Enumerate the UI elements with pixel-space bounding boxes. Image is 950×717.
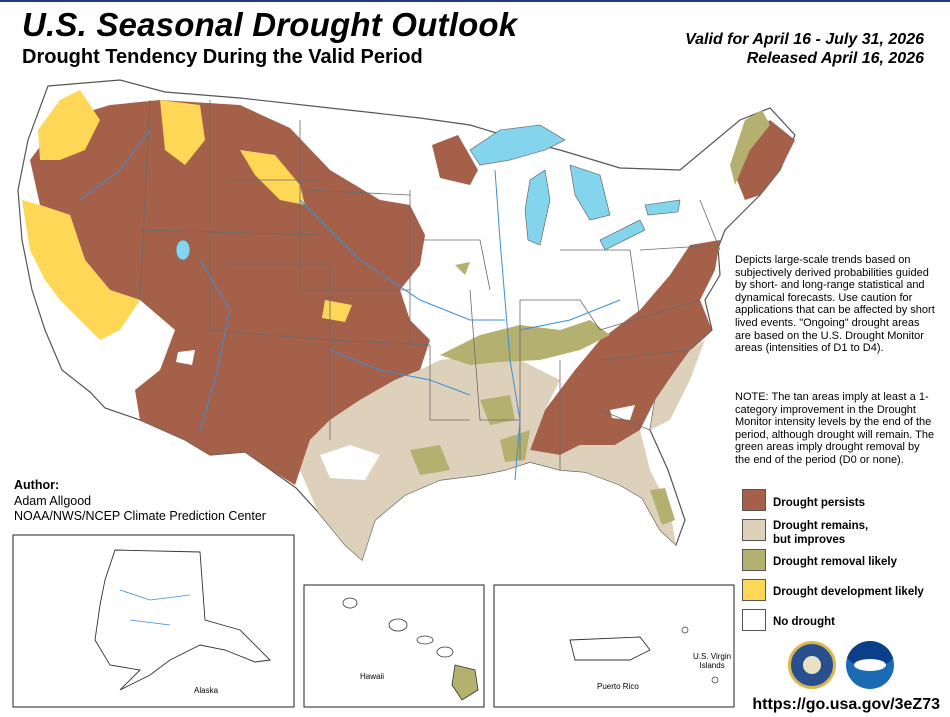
no-drought-ca — [92, 360, 125, 390]
lake-ontario — [644, 199, 681, 216]
valid-line: Valid for April 16 - July 31, 2026 — [685, 31, 924, 48]
development-pacific — [22, 200, 140, 340]
usvi-label-line1: U.S. Virgin — [693, 652, 732, 661]
author-name: Adam Allgood — [14, 493, 92, 508]
lake-huron — [569, 164, 611, 221]
puerto-rico-outline — [569, 636, 651, 661]
lake-erie — [599, 219, 646, 251]
development-montana — [240, 150, 305, 205]
alaska-label: Alaska — [194, 686, 219, 695]
hawaii-big-island — [451, 664, 479, 701]
author-label: Author: — [14, 478, 60, 492]
removal-florida — [650, 488, 675, 525]
persists-wisconsin — [432, 135, 478, 185]
puerto-rico-inset — [493, 584, 735, 708]
alaska-inset — [12, 534, 295, 708]
hawaii-label: Hawaii — [360, 672, 385, 681]
hawaii-inset — [303, 584, 485, 708]
lake-michigan — [524, 169, 551, 246]
persists-east — [530, 240, 720, 455]
author-block: Author: Adam Allgood NOAA/NWS/NCEP Clima… — [14, 478, 266, 525]
no-drought-texas — [320, 445, 380, 480]
legend-label-no-drought: No drought — [773, 616, 835, 628]
legend-swatch-development — [742, 579, 766, 601]
released-line: Released April 16, 2026 — [746, 50, 924, 67]
legend-swatch-persists — [742, 489, 766, 511]
great-salt-lake — [175, 239, 191, 261]
removal-iowa — [455, 262, 470, 275]
development-co — [322, 300, 352, 322]
lake-superior — [469, 124, 566, 166]
improves-south — [300, 355, 676, 560]
description-text: Depicts large-scale trends based on subj… — [735, 254, 935, 355]
state-borders — [139, 99, 721, 470]
legend-swatch-improves — [742, 519, 766, 541]
doc-seal-icon — [788, 641, 836, 689]
usvi-label-line2: Islands — [699, 661, 725, 670]
legend-swatch-no-drought — [742, 609, 766, 631]
no-drought-az — [176, 350, 195, 365]
development-nw — [38, 90, 100, 160]
legend-label-improves-line1: Drought remains, — [773, 520, 869, 532]
outlook-url[interactable]: https://go.usa.gov/3eZ73 — [752, 696, 940, 713]
legend-label-persists: Drought persists — [773, 497, 866, 509]
legend-label-improves: Drought remains, but improves — [773, 519, 868, 547]
rivers — [79, 129, 621, 481]
map-subtitle: Drought Tendency During the Valid Period — [22, 46, 423, 68]
note-text: NOTE: The tan areas imply at least a 1-c… — [735, 391, 935, 466]
conus-map — [17, 79, 796, 562]
map-title: U.S. Seasonal Drought Outlook — [22, 6, 518, 43]
legend-label-development: Drought development likely — [773, 586, 924, 598]
removal-maine — [730, 110, 770, 185]
removal-ozarks — [440, 320, 610, 365]
usvi-label: U.S. Virgin Islands — [693, 652, 731, 670]
puerto-rico-label: Puerto Rico — [597, 682, 639, 691]
removal-south1 — [480, 395, 515, 425]
removal-south2 — [500, 430, 530, 462]
development-idaho — [160, 100, 205, 165]
noaa-logo-icon — [846, 641, 894, 689]
legend-label-removal: Drought removal likely — [773, 556, 897, 568]
removal-texas — [410, 445, 450, 475]
top-accent-bar — [0, 0, 950, 2]
valid-period: Valid for April 16 - July 31, 2026 Relea… — [685, 30, 924, 68]
improves-southeast — [650, 340, 705, 430]
author-org: NOAA/NWS/NCEP Climate Prediction Center — [14, 509, 266, 523]
alaska-outline — [94, 549, 271, 691]
legend-label-improves-line2: but improves — [773, 534, 846, 546]
legend-swatch-removal — [742, 549, 766, 571]
